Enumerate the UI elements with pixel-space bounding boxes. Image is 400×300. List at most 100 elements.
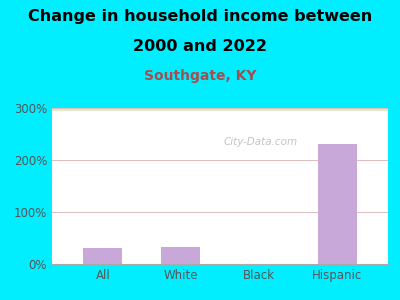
Bar — [52, 109, 388, 110]
Bar — [52, 108, 388, 110]
Bar — [52, 109, 388, 110]
Text: City-Data.com: City-Data.com — [223, 137, 297, 147]
Bar — [52, 109, 388, 110]
Bar — [52, 108, 388, 110]
Bar — [52, 108, 388, 110]
Bar — [52, 109, 388, 110]
Bar — [52, 109, 388, 111]
Bar — [52, 109, 388, 110]
Bar — [52, 109, 388, 111]
Bar — [52, 110, 388, 111]
Bar — [52, 110, 388, 111]
Bar — [52, 109, 388, 110]
Text: Southgate, KY: Southgate, KY — [144, 69, 256, 83]
Bar — [52, 110, 388, 111]
Bar — [52, 110, 388, 111]
Bar — [52, 109, 388, 111]
Bar — [52, 109, 388, 110]
Bar — [52, 108, 388, 110]
Bar — [52, 109, 388, 110]
Bar — [52, 109, 388, 111]
Bar — [52, 109, 388, 111]
Bar — [52, 108, 388, 110]
Bar — [52, 109, 388, 110]
Bar — [52, 108, 388, 110]
Bar — [52, 109, 388, 110]
Bar — [52, 108, 388, 110]
Bar — [52, 108, 388, 110]
Bar — [52, 109, 388, 110]
Bar — [83, 248, 122, 264]
Bar — [161, 247, 200, 264]
Bar — [52, 109, 388, 110]
Bar — [52, 109, 388, 111]
Bar — [52, 109, 388, 110]
Bar — [52, 109, 388, 111]
Bar — [52, 109, 388, 110]
Bar — [52, 109, 388, 111]
Bar — [52, 110, 388, 111]
Text: 2000 and 2022: 2000 and 2022 — [133, 39, 267, 54]
Bar — [52, 109, 388, 110]
Bar — [52, 108, 388, 110]
Bar — [52, 109, 388, 110]
Bar — [52, 108, 388, 110]
Bar — [52, 110, 388, 111]
Bar — [52, 110, 388, 111]
Bar — [52, 110, 388, 111]
Bar — [52, 109, 388, 110]
Bar — [52, 109, 388, 111]
Bar — [52, 110, 388, 111]
Bar — [52, 108, 388, 110]
Bar — [52, 109, 388, 111]
Bar — [52, 109, 388, 110]
Bar — [52, 108, 388, 110]
Bar — [318, 144, 357, 264]
Bar — [52, 108, 388, 110]
Bar — [52, 109, 388, 111]
Bar — [52, 109, 388, 110]
Bar — [52, 109, 388, 111]
Bar — [52, 108, 388, 110]
Bar — [52, 110, 388, 111]
Bar — [52, 109, 388, 110]
Bar — [52, 109, 388, 110]
Bar — [52, 108, 388, 110]
Bar — [52, 109, 388, 111]
Bar — [52, 110, 388, 111]
Bar — [52, 109, 388, 110]
Bar — [52, 108, 388, 110]
Bar — [52, 109, 388, 111]
Bar — [52, 108, 388, 110]
Text: Change in household income between: Change in household income between — [28, 9, 372, 24]
Bar — [52, 109, 388, 111]
Bar — [52, 108, 388, 110]
Bar — [52, 110, 388, 111]
Bar — [52, 108, 388, 110]
Bar — [52, 109, 388, 111]
Bar — [52, 109, 388, 110]
Bar — [52, 109, 388, 110]
Bar — [52, 108, 388, 110]
Bar — [52, 109, 388, 110]
Bar — [52, 108, 388, 110]
Bar — [52, 109, 388, 111]
Bar — [52, 108, 388, 110]
Bar — [52, 108, 388, 110]
Bar — [52, 109, 388, 110]
Bar — [52, 109, 388, 111]
Bar — [52, 109, 388, 111]
Bar — [52, 109, 388, 110]
Bar — [52, 109, 388, 110]
Bar — [52, 109, 388, 111]
Bar — [52, 108, 388, 110]
Bar — [52, 109, 388, 110]
Bar — [52, 109, 388, 111]
Bar — [52, 109, 388, 110]
Bar — [52, 108, 388, 110]
Bar — [52, 109, 388, 110]
Bar — [52, 108, 388, 110]
Bar — [52, 109, 388, 110]
Bar — [52, 109, 388, 110]
Bar — [52, 109, 388, 110]
